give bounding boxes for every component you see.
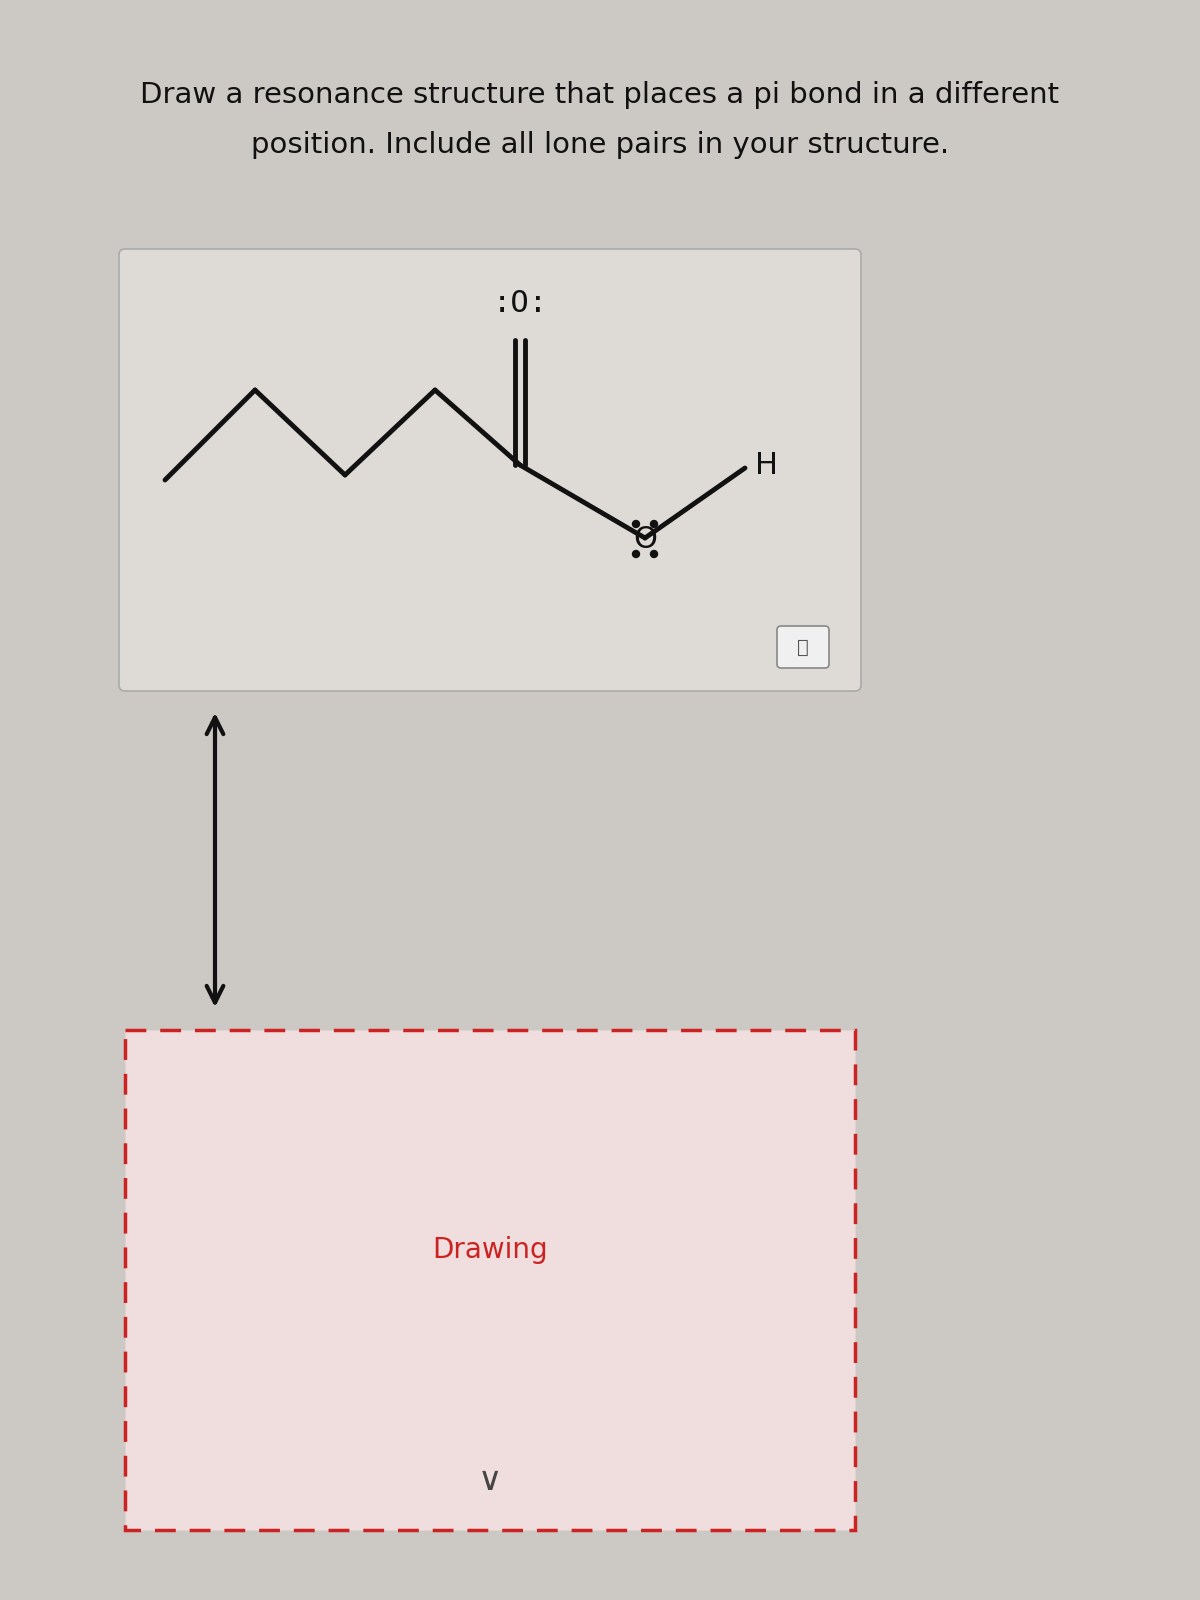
Circle shape [650, 550, 658, 557]
Text: position. Include all lone pairs in your structure.: position. Include all lone pairs in your… [251, 131, 949, 158]
Circle shape [632, 520, 640, 528]
Text: ⌕: ⌕ [797, 637, 809, 656]
Text: H: H [755, 451, 778, 480]
Circle shape [632, 550, 640, 557]
Text: Draw a resonance structure that places a pi bond in a different: Draw a resonance structure that places a… [140, 82, 1060, 109]
Text: Drawing: Drawing [432, 1235, 548, 1264]
Circle shape [650, 520, 658, 528]
FancyBboxPatch shape [778, 626, 829, 669]
FancyBboxPatch shape [125, 1030, 854, 1530]
Text: :O:: :O: [492, 290, 547, 318]
FancyBboxPatch shape [119, 250, 862, 691]
Text: ∨: ∨ [478, 1464, 502, 1496]
Text: O: O [634, 525, 658, 555]
